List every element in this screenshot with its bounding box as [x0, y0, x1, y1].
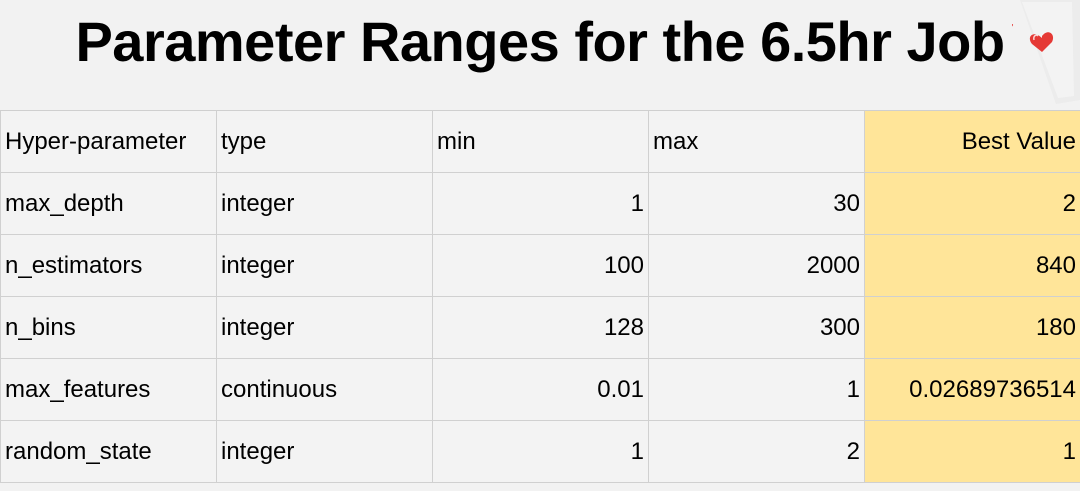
table-row: max_depth integer 1 30 2: [0, 172, 1080, 235]
cell-min: 128: [432, 296, 649, 359]
page-title: Parameter Ranges for the 6.5hr Job: [75, 10, 1005, 73]
table-row: n_bins integer 128 300 180: [0, 296, 1080, 359]
header-cell-hyperparameter: Hyper-parameter: [0, 110, 217, 173]
cell-max: 2000: [648, 234, 865, 297]
table-row: n_estimators integer 100 2000 840: [0, 234, 1080, 297]
cell-hyperparameter: random_state: [0, 420, 217, 483]
header-cell-max: max: [648, 110, 865, 173]
cell-type: continuous: [216, 358, 433, 421]
parameter-table: Hyper-parameter type min max Best Value …: [0, 110, 1080, 483]
cell-hyperparameter: n_bins: [0, 296, 217, 359]
cell-type: integer: [216, 296, 433, 359]
header-cell-best-value: Best Value: [864, 110, 1080, 173]
table-row: random_state integer 1 2 1: [0, 420, 1080, 483]
cell-type: integer: [216, 420, 433, 483]
cell-min: 1: [432, 420, 649, 483]
cell-min: 0.01: [432, 358, 649, 421]
cell-hyperparameter: n_estimators: [0, 234, 217, 297]
header-cell-min: min: [432, 110, 649, 173]
title-bar: Parameter Ranges for the 6.5hr Job: [0, 0, 1080, 110]
cell-max: 1: [648, 358, 865, 421]
cell-type: integer: [216, 172, 433, 235]
cell-hyperparameter: max_depth: [0, 172, 217, 235]
cell-best-value: 840: [864, 234, 1080, 297]
cell-max: 2: [648, 420, 865, 483]
cell-best-value: 0.02689736514: [864, 358, 1080, 421]
cell-max: 300: [648, 296, 865, 359]
cell-max: 30: [648, 172, 865, 235]
cell-type: integer: [216, 234, 433, 297]
table-row: max_features continuous 0.01 1 0.0268973…: [0, 358, 1080, 421]
cell-min: 1: [432, 172, 649, 235]
cell-hyperparameter: max_features: [0, 358, 217, 421]
cell-min: 100: [432, 234, 649, 297]
table-header-row: Hyper-parameter type min max Best Value: [0, 110, 1080, 173]
cell-best-value: 180: [864, 296, 1080, 359]
cell-best-value: 1: [864, 420, 1080, 483]
cell-best-value: 2: [864, 172, 1080, 235]
playing-card-heart-icon: [1012, 0, 1080, 104]
header-cell-type: type: [216, 110, 433, 173]
